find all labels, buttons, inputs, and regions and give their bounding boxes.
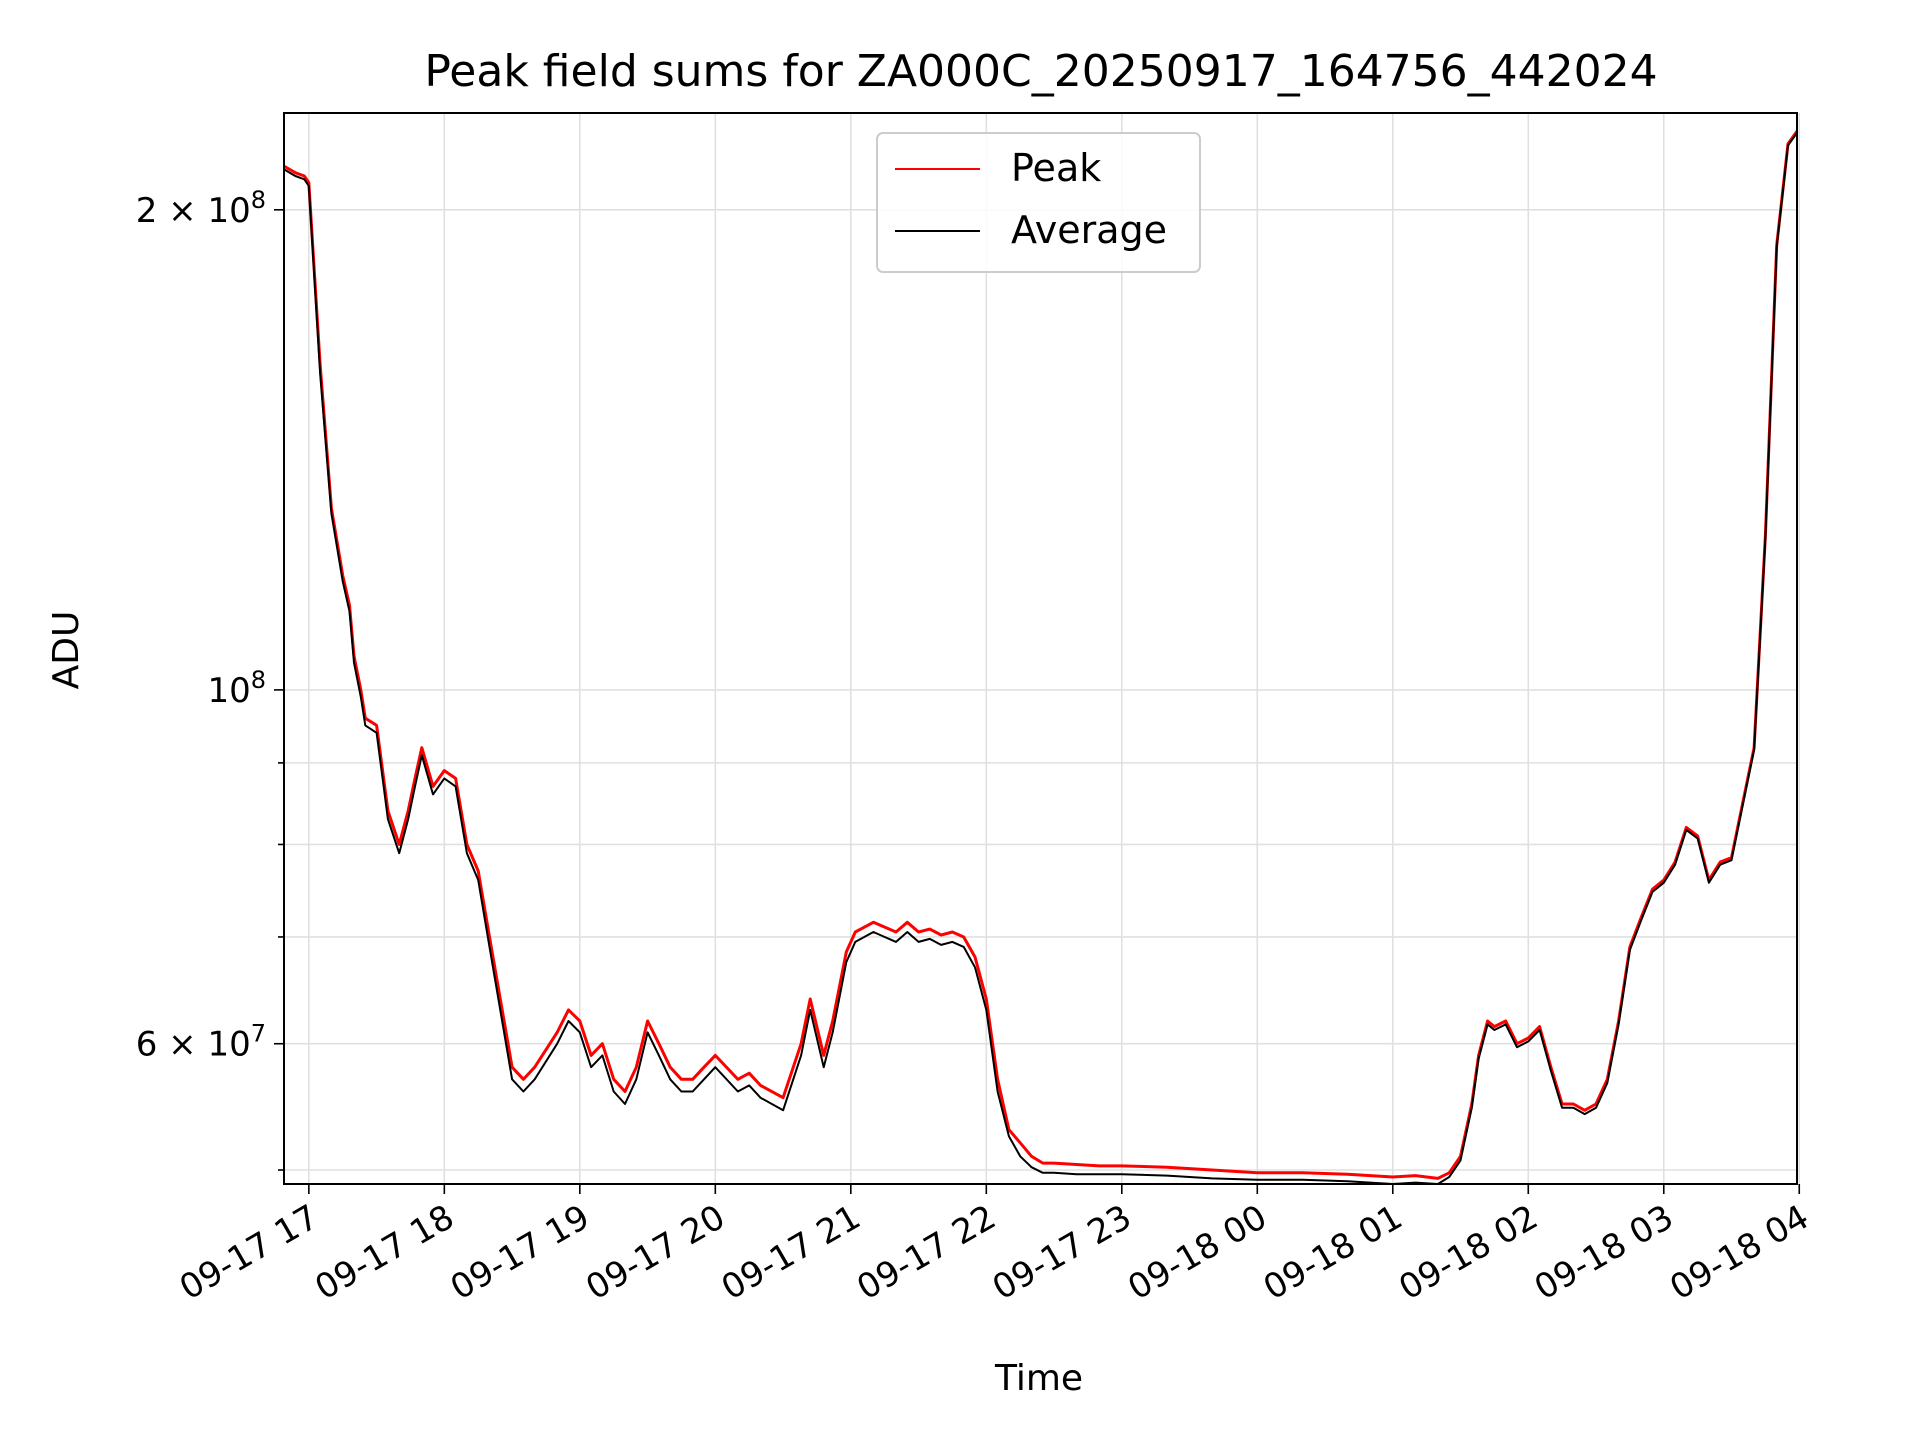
series-layer [284,130,1797,1184]
plot-frame [283,112,1798,1185]
y-tick-label-base: 10 [207,671,250,711]
y-axis-label: ADU [46,611,87,690]
legend-label-average: Average [1011,208,1167,252]
x-axis-label: Time [994,1358,1083,1399]
legend: Peak Average [876,132,1201,273]
y-tick-label: 2 × 108 [136,186,266,231]
series-line-peak [284,130,1797,1180]
series-line-average [284,132,1797,1184]
y-tick-label-exponent: 8 [251,666,266,694]
y-tick-label-exponent: 8 [251,186,266,214]
legend-label-peak: Peak [1011,146,1101,190]
y-tick-label-base: 2 × 10 [136,191,251,231]
y-tick-label-exponent: 7 [251,1020,266,1048]
y-tick-label-base: 6 × 10 [136,1025,251,1065]
legend-box [876,132,1201,273]
y-tick-label: 108 [207,666,266,711]
chart-title: Peak field sums for ZA000C_20250917_1647… [424,46,1657,97]
y-tick-label: 6 × 107 [136,1020,266,1065]
